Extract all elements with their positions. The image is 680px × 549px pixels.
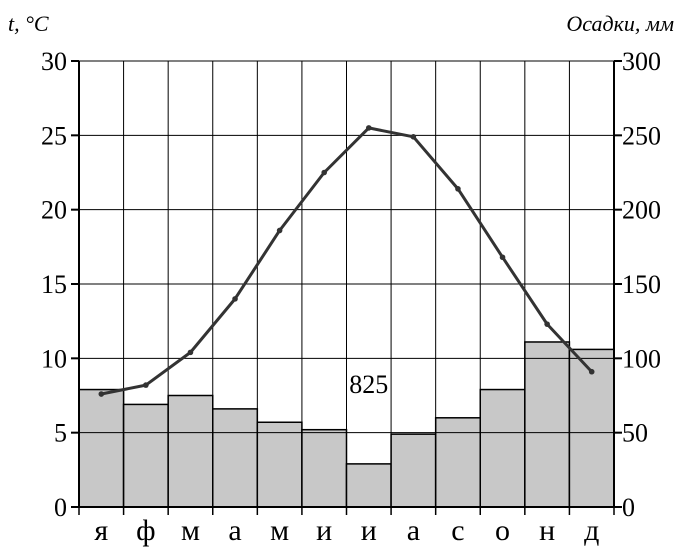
temperature-point-7 [365,125,372,131]
left-tick-label-0: 0 [54,493,67,522]
precip-bar-1 [78,388,125,508]
month-label-6: и [316,514,332,547]
temperature-point-9 [455,186,461,192]
month-label-4: а [228,514,241,547]
precip-bar-11 [524,341,571,508]
left-tick-label-3: 15 [41,270,67,299]
right-tick-label-2: 100 [622,344,661,373]
temperature-point-11 [544,321,550,327]
precip-bar-4 [212,408,259,508]
temperature-point-1 [98,391,105,397]
right-tick-label-3: 150 [622,270,661,299]
precip-bar-8 [390,433,437,508]
precip-bar-9 [434,417,481,508]
month-label-1: я [94,514,108,547]
month-label-12: д [584,514,599,547]
month-label-2: ф [136,514,155,547]
month-label-3: м [181,514,200,547]
right-tick-label-5: 250 [622,121,661,150]
precip-bar-7 [345,463,392,508]
annual-precipitation-annotation: 825 [349,370,388,399]
temperature-point-12 [588,368,595,375]
left-tick-label-5: 25 [41,121,67,150]
precip-bar-6 [301,428,348,508]
month-label-9: с [451,514,464,547]
month-label-5: м [270,514,289,547]
right-tick-label-6: 300 [622,47,661,76]
left-tick-label-2: 10 [41,344,67,373]
right-tick-label-0: 0 [622,493,635,522]
temperature-polyline [100,126,593,396]
precipitation-bars [78,341,615,508]
temperature-point-4 [232,296,238,302]
right-tick-label-1: 50 [622,419,648,448]
temperature-point-8 [410,134,417,140]
temperature-point-2 [143,382,149,388]
month-label-10: о [495,514,510,547]
temperature-point-3 [187,349,194,356]
temperature-point-6 [321,169,328,176]
precip-bar-3 [167,394,214,508]
month-label-11: н [539,514,555,547]
month-label-8: а [407,514,420,547]
precip-bar-2 [122,403,169,508]
precip-bar-12 [568,348,615,508]
precip-bar-5 [256,421,303,508]
left-tick-label-6: 30 [41,47,67,76]
temperature-point-10 [499,254,506,261]
left-tick-label-1: 5 [54,419,67,448]
left-tick-label-4: 20 [41,196,67,225]
left-axis-label: t, °C [8,11,49,36]
precip-bar-10 [479,388,526,508]
right-tick-label-4: 200 [622,196,661,225]
right-axis-label: Осадки, мм [566,11,674,36]
temperature-point-5 [276,227,283,234]
month-label-7: и [361,514,377,547]
temperature-line [98,125,595,397]
